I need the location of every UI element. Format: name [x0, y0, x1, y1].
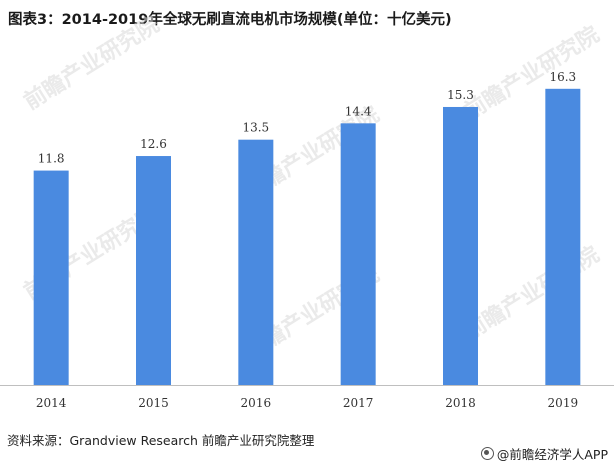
bar-2019 — [545, 88, 581, 385]
watermark-text: 前瞻产业研究院 — [19, 11, 163, 115]
x-tick-label-2015: 2015 — [138, 396, 169, 410]
x-tick-labels-group: 2014 2015 2016 2017 2018 2019 — [36, 396, 578, 410]
value-label-2018: 15.3 — [447, 88, 474, 102]
bar-2014 — [33, 170, 69, 385]
watermark-text: 前瞻产业研究院 — [459, 241, 603, 345]
brand-logo-icon — [480, 447, 494, 460]
bar-2016 — [238, 139, 274, 385]
source-note: 资料来源：Grandview Research 前瞻产业研究院整理 — [7, 433, 315, 448]
x-tick-label-2019: 2019 — [548, 396, 579, 410]
value-label-2019: 16.3 — [549, 70, 576, 84]
value-label-2014: 11.8 — [38, 152, 65, 166]
brand-credit: @前瞻经济学人APP — [480, 444, 608, 463]
value-label-2015: 12.6 — [140, 137, 167, 151]
x-tick-label-2018: 2018 — [445, 396, 476, 410]
x-tick-label-2017: 2017 — [343, 396, 374, 410]
x-tick-label-2016: 2016 — [241, 396, 272, 410]
bars-group — [33, 88, 581, 386]
x-tick-label-2014: 2014 — [36, 396, 67, 410]
bar-2018 — [443, 106, 478, 385]
value-labels-group: 11.8 12.6 13.5 14.4 15.3 16.3 — [38, 70, 576, 166]
bar-2015 — [136, 156, 171, 385]
chart-title: 图表3：2014-2019年全球无刷直流电机市场规模(单位：十亿美元) — [8, 12, 452, 28]
brand-text: @前瞻经济学人APP — [496, 447, 608, 462]
watermark-text: 前瞻产业研究院 — [459, 21, 603, 125]
value-label-2016: 13.5 — [242, 121, 269, 135]
value-label-2017: 14.4 — [345, 104, 372, 118]
bar-2017 — [340, 123, 376, 386]
